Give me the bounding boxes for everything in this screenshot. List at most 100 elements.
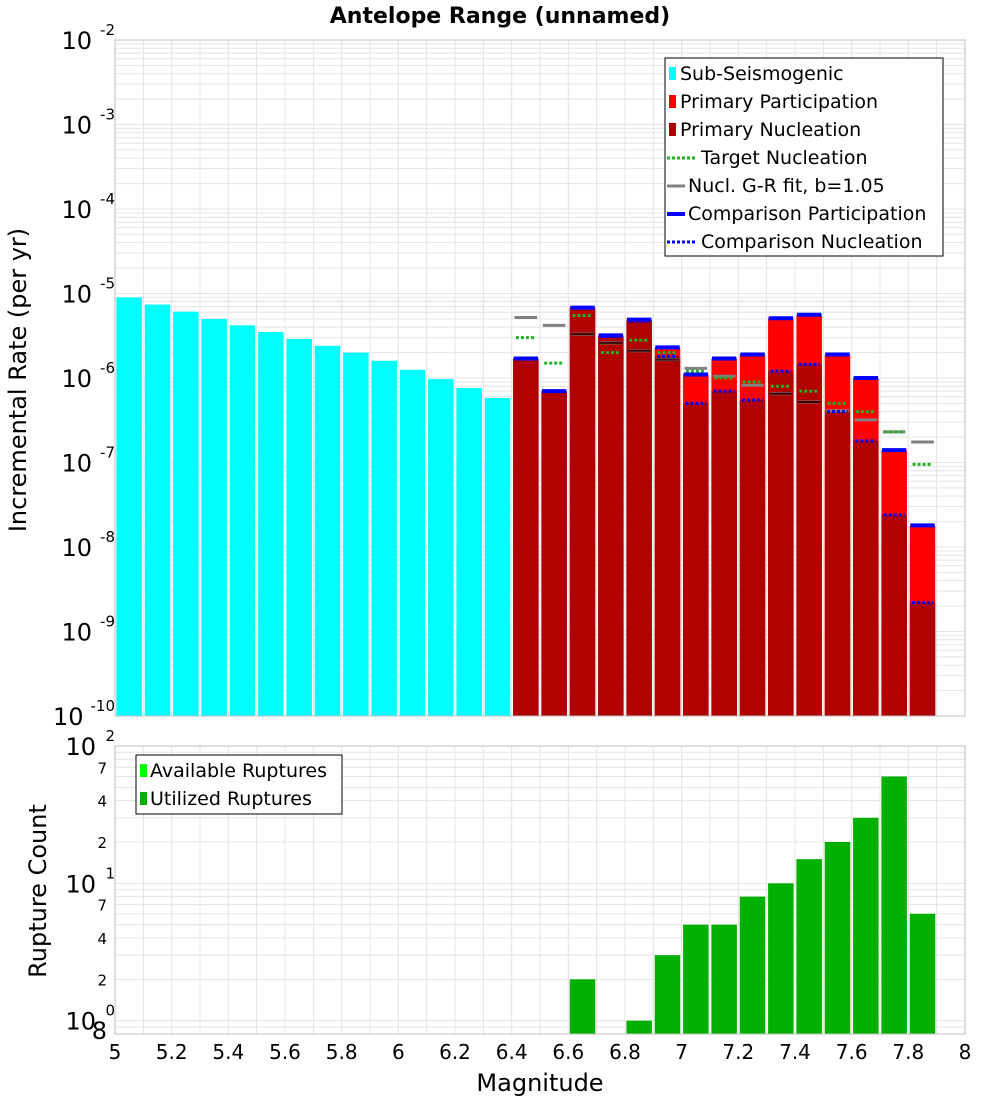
x-tick-label: 7.6	[836, 1040, 868, 1064]
utilized-ruptures-bar	[881, 776, 907, 1034]
y-tick-label: 10	[61, 450, 92, 478]
y-tick-label: 10	[61, 196, 92, 224]
x-tick-label: 6.8	[609, 1040, 641, 1064]
x-tick-label: 7.2	[722, 1040, 754, 1064]
primary-nucleation-bar	[654, 356, 681, 716]
y-tick-exponent: -3	[100, 106, 115, 124]
x-tick-label: 5.4	[212, 1040, 244, 1064]
utilized-ruptures-bar	[768, 883, 794, 1034]
x-tick-label: 6.4	[496, 1040, 528, 1064]
sub-seismogenic-bar	[371, 360, 397, 716]
y-minor-tick-label: 4	[97, 930, 107, 948]
primary-nucleation-bar	[569, 307, 596, 716]
top-plot-frame	[114, 39, 966, 717]
y-tick-label: 10	[61, 281, 92, 309]
utilized-ruptures-bar	[569, 979, 596, 1034]
primary-nucleation-bar	[853, 440, 879, 716]
x-tick-label: 5	[109, 1040, 122, 1064]
y-minor-tick-label: 7	[97, 897, 107, 915]
sub-seismogenic-bar	[258, 332, 284, 716]
primary-nucleation-bar	[796, 364, 822, 716]
utilized-ruptures-bar	[626, 1020, 652, 1034]
y-tick-label: 10	[61, 619, 92, 647]
y-minor-tick-label: 4	[97, 793, 107, 811]
sub-seismogenic-bar	[456, 388, 482, 716]
sub-seismogenic-bar	[286, 338, 312, 716]
x-tick-label: 7.8	[892, 1040, 924, 1064]
utilized-ruptures-bar	[796, 859, 822, 1034]
utilized-ruptures-bar	[683, 924, 709, 1034]
x-tick-label: 5.8	[326, 1040, 358, 1064]
primary-nucleation-bar	[909, 602, 936, 716]
legend-swatch	[669, 95, 676, 108]
primary-nucleation-bar	[881, 514, 907, 716]
chart-title: Antelope Range (unnamed)	[330, 4, 670, 29]
utilized-ruptures-bar	[654, 955, 681, 1034]
y-tick-label: 10	[61, 534, 92, 562]
top-y-axis-label: Incremental Rate (per yr)	[4, 228, 32, 532]
top-markers	[513, 305, 935, 605]
legend-label: Nucl. G-R fit, b=1.05	[688, 175, 885, 197]
sub-seismogenic-bar	[314, 345, 341, 716]
y-tick-exponent: -2	[100, 21, 115, 39]
primary-nucleation-bar	[513, 358, 539, 716]
legend-label: Sub-Seismogenic	[680, 63, 844, 85]
y-minor-tick-label: 2	[97, 971, 107, 989]
y-tick-label: 10	[61, 27, 92, 55]
utilized-ruptures-bar	[739, 896, 766, 1034]
top-y-tick-labels: 10 -10 10 -9 10 -8 10 -7 10 -6 10 -5 10 -4 10 -3 10 -2	[53, 21, 115, 731]
y-tick-exponent: -9	[100, 613, 115, 631]
y-tick-exponent: 0	[105, 1002, 115, 1020]
legend-swatch	[140, 764, 147, 777]
legend-box	[135, 754, 343, 815]
sub-seismogenic-bar	[399, 369, 426, 716]
legend-label: Comparison Nucleation	[701, 231, 923, 253]
legend-box	[664, 57, 944, 257]
legend-label: Target Nucleation	[700, 147, 868, 169]
legend-label: Comparison Participation	[688, 203, 926, 225]
top-bars	[116, 297, 936, 716]
x-tick-label: 6.2	[439, 1040, 471, 1064]
utilized-ruptures-bar	[909, 913, 936, 1034]
bottom-plot-frame	[114, 745, 966, 1035]
utilized-ruptures-bar	[853, 817, 879, 1034]
y-tick-label: 10	[65, 733, 96, 761]
x-tick-label: 6.6	[552, 1040, 584, 1064]
utilized-ruptures-bar	[711, 924, 737, 1034]
y-tick-exponent: -7	[100, 444, 115, 462]
x-tick-label: 5.2	[156, 1040, 188, 1064]
x-tick-label: 6	[392, 1040, 405, 1064]
primary-nucleation-bar	[824, 411, 851, 716]
y-tick-exponent: -6	[100, 359, 115, 377]
y-minor-tick-label: 2	[97, 834, 107, 852]
y-tick-exponent: 2	[105, 727, 115, 745]
y-tick-exponent: -8	[100, 528, 115, 546]
bottom-y-axis-label: Rupture Count	[24, 804, 52, 978]
sub-seismogenic-bar	[173, 311, 199, 716]
y-tick-label: 10	[53, 703, 84, 731]
primary-nucleation-bar	[739, 399, 766, 716]
sub-seismogenic-bar	[116, 297, 142, 716]
y-tick-exponent: -4	[100, 190, 115, 208]
primary-nucleation-bar	[683, 403, 709, 716]
sub-seismogenic-bar	[428, 379, 454, 716]
legend-label: Primary Participation	[680, 91, 878, 113]
y-tick-exponent: -10	[91, 697, 116, 715]
sub-seismogenic-bar	[201, 318, 227, 716]
primary-nucleation-bar	[598, 336, 624, 716]
legend-swatch	[140, 792, 147, 805]
primary-nucleation-bar	[768, 371, 794, 716]
x-axis-label: Magnitude	[476, 1069, 603, 1097]
legend-swatch	[669, 67, 676, 80]
primary-nucleation-bar	[626, 321, 652, 716]
legend-label: Primary Nucleation	[680, 119, 861, 141]
x-tick-label: 7	[675, 1040, 688, 1064]
y-tick-label: 10	[61, 365, 92, 393]
y-tick-label: 10	[61, 112, 92, 140]
y-minor-tick-label: 8	[92, 1017, 107, 1045]
top-legend: Sub-Seismogenic Primary Participation Prim…	[664, 57, 944, 257]
primary-nucleation-bar	[711, 391, 737, 716]
sub-seismogenic-bar	[229, 325, 256, 716]
